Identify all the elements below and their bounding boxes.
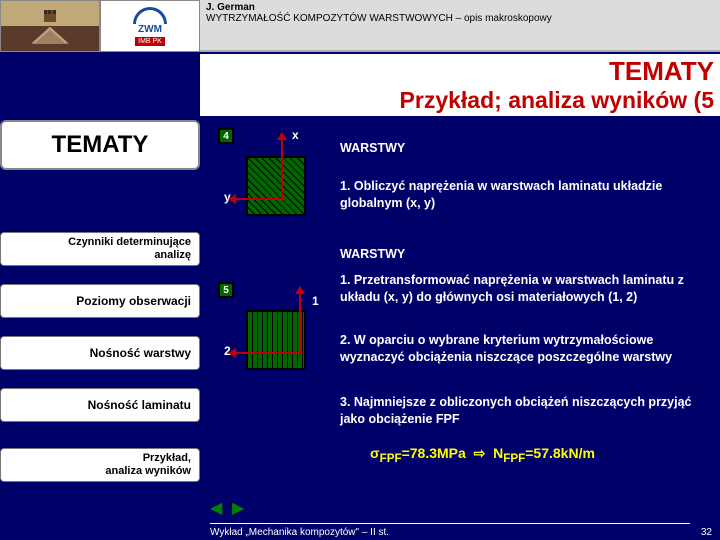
nav-poziomy[interactable]: Poziomy obserwacji — [0, 284, 200, 318]
header-line1: TEMATY — [206, 56, 714, 87]
section1-title: WARSTWY — [340, 140, 405, 157]
footer-text: Wykład „Mechanika kompozytów" – II st. — [210, 527, 389, 538]
prev-arrow-icon[interactable]: ◀ — [210, 498, 222, 518]
diagram1-y-arrow — [234, 198, 282, 200]
logo-area: ZWM IMB PK — [0, 0, 200, 52]
nav-przyklad[interactable]: Przykład,analiza wyników — [0, 448, 200, 482]
diagram1-square — [246, 156, 306, 216]
diagram2-1-arrow — [299, 291, 301, 356]
result-line: σFPF=78.3MPa ⇨ NFPF=57.8kN/m — [370, 444, 595, 467]
diagram2-number: 5 — [218, 282, 234, 298]
section2-title: WARSTWY — [340, 246, 405, 263]
diagram1-number: 4 — [218, 128, 234, 144]
nav-nosnosc-laminatu[interactable]: Nośność laminatu — [0, 388, 200, 422]
sidebar-title: TEMATY — [0, 120, 200, 170]
diagram1-x-arrow — [281, 137, 283, 202]
diagram2-axis-1: 1 — [312, 294, 319, 308]
section1-item1: 1. Obliczyć naprężenia w warstwach lamin… — [340, 178, 718, 212]
header-line2: Przykład; analiza wyników (5 — [206, 87, 714, 114]
page-number: 32 — [701, 527, 712, 538]
diagram2-square — [246, 310, 306, 370]
top-bar: ZWM IMB PK J. German WYTRZYMAŁOŚĆ KOMPOZ… — [0, 0, 720, 52]
lecture-subtitle: WYTRZYMAŁOŚĆ KOMPOZYTÓW WARSTWOWYCH – op… — [206, 13, 714, 24]
diagram2-2-arrow — [234, 352, 300, 354]
logo-castle — [0, 0, 100, 52]
diagram1-axis-x: x — [292, 128, 299, 142]
next-arrow-icon[interactable]: ▶ — [232, 498, 244, 518]
footer-divider — [210, 523, 690, 524]
nav-nosnosc-warstwy[interactable]: Nośność warstwy — [0, 336, 200, 370]
nav-czynniki[interactable]: Czynniki determinująceanalizę — [0, 232, 200, 266]
logo-zwm: ZWM IMB PK — [100, 0, 200, 52]
section2-item2: 2. W oparciu o wybrane kryterium wytrzy­… — [340, 332, 718, 366]
section2-item1: 1. Przetransformować naprężenia w warstw… — [340, 272, 718, 306]
main-header: TEMATY Przykład; analiza wyników (5 — [200, 54, 720, 116]
author-name: J. German — [206, 2, 714, 13]
header-meta: J. German WYTRZYMAŁOŚĆ KOMPOZYTÓW WARSTW… — [200, 0, 720, 52]
section2-item3: 3. Najmniejsze z obliczonych obciążeń ni… — [340, 394, 718, 428]
